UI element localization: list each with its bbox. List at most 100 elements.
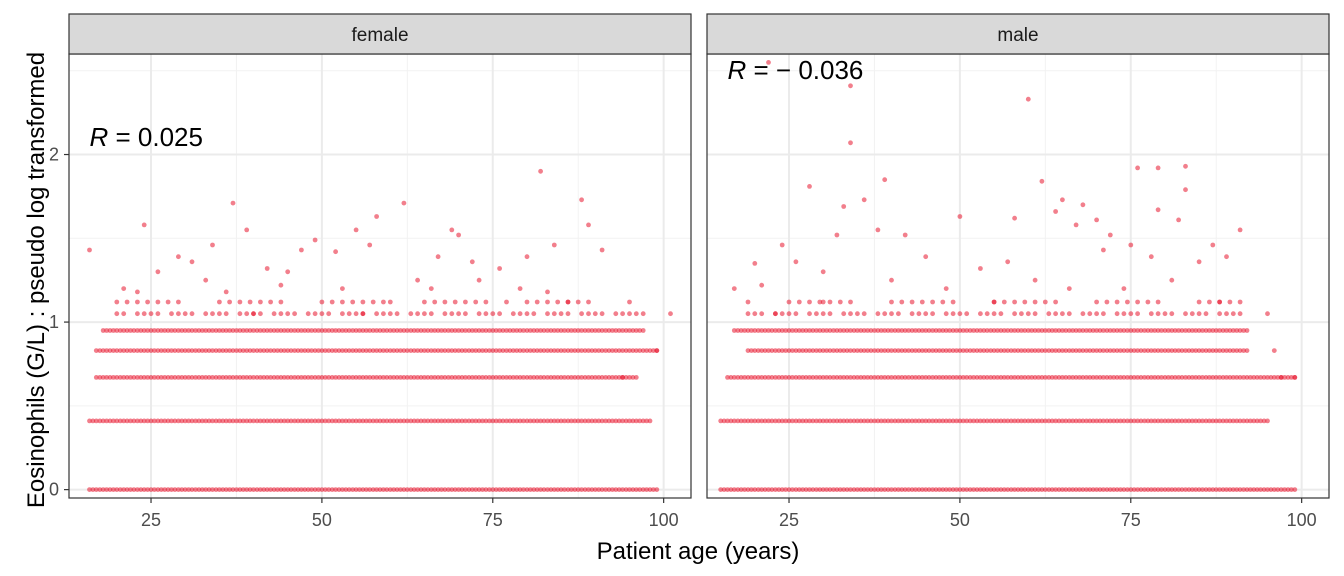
data-point — [971, 418, 976, 424]
data-point — [759, 311, 765, 317]
data-point — [295, 418, 301, 424]
data-point — [892, 418, 898, 424]
data-point — [346, 375, 352, 380]
data-point — [848, 328, 853, 333]
data-point — [742, 328, 747, 333]
data-point — [837, 328, 843, 333]
data-point — [418, 328, 424, 333]
data-point — [234, 348, 239, 353]
data-point — [452, 348, 458, 353]
data-point — [984, 328, 990, 333]
data-point — [493, 348, 499, 353]
data-point — [964, 328, 970, 333]
data-point — [745, 299, 751, 305]
data-point — [1172, 375, 1178, 380]
data-point — [803, 375, 809, 380]
data-point — [459, 328, 465, 333]
data-point — [637, 348, 643, 353]
data-point — [779, 311, 785, 317]
data-point — [480, 328, 485, 333]
data-point — [562, 328, 567, 333]
data-point — [937, 328, 942, 333]
data-point — [749, 487, 754, 492]
data-point — [1094, 348, 1099, 353]
data-point — [637, 418, 643, 424]
data-point — [793, 328, 799, 333]
data-point — [1053, 209, 1058, 214]
data-point — [189, 348, 195, 353]
data-point — [165, 348, 171, 353]
data-point — [565, 418, 571, 424]
data-point — [500, 418, 506, 424]
data-point — [738, 375, 744, 380]
data-point — [408, 348, 414, 353]
data-point — [534, 375, 540, 380]
data-point — [943, 375, 949, 380]
data-point — [1227, 348, 1233, 353]
plot-background — [69, 54, 691, 498]
data-point — [807, 184, 812, 189]
data-point — [786, 418, 792, 424]
data-point — [1213, 418, 1219, 424]
data-point — [1278, 375, 1284, 380]
data-point — [889, 487, 894, 492]
data-point — [749, 348, 754, 353]
data-point — [435, 254, 441, 260]
data-point — [950, 375, 956, 380]
data-point — [919, 348, 925, 353]
data-point — [745, 375, 751, 380]
data-point — [1022, 348, 1028, 353]
data-point — [637, 328, 643, 333]
data-point — [254, 348, 260, 353]
data-point — [377, 328, 383, 333]
data-point — [762, 418, 768, 424]
data-point — [162, 487, 168, 492]
data-point — [111, 487, 116, 492]
data-point — [350, 375, 356, 380]
data-point — [340, 487, 345, 492]
data-point — [882, 487, 888, 492]
data-point — [558, 311, 564, 317]
data-point — [1101, 328, 1106, 333]
data-point — [586, 375, 591, 380]
data-point — [1213, 348, 1219, 353]
data-point — [487, 418, 492, 424]
data-point — [411, 487, 417, 492]
data-point — [131, 375, 137, 380]
data-point — [572, 328, 578, 333]
data-point — [469, 259, 475, 265]
data-point — [1207, 418, 1212, 424]
data-point — [346, 311, 352, 317]
data-point — [391, 328, 397, 333]
data-point — [1159, 348, 1164, 353]
data-point — [851, 328, 857, 333]
data-point — [114, 487, 120, 492]
data-point — [1142, 375, 1147, 380]
data-point — [1227, 418, 1233, 424]
data-point — [1217, 299, 1222, 305]
data-point — [868, 375, 874, 380]
data-point — [278, 418, 284, 424]
data-point — [930, 311, 935, 317]
data-point — [1183, 375, 1188, 380]
data-point — [1265, 418, 1270, 424]
data-point — [950, 348, 956, 353]
data-point — [340, 311, 345, 317]
data-point — [97, 418, 103, 424]
data-point — [432, 299, 438, 305]
data-point — [1183, 487, 1188, 492]
data-point — [896, 375, 901, 380]
data-point — [234, 418, 239, 424]
data-point — [182, 418, 188, 424]
data-point — [998, 328, 1004, 333]
data-point — [1111, 487, 1117, 492]
data-point — [613, 348, 619, 353]
data-point — [579, 311, 584, 317]
data-point — [288, 487, 294, 492]
data-point — [1207, 375, 1212, 380]
data-point — [534, 348, 540, 353]
data-point — [1241, 328, 1246, 333]
data-point — [1261, 375, 1267, 380]
data-point — [562, 375, 567, 380]
data-point — [220, 375, 226, 380]
